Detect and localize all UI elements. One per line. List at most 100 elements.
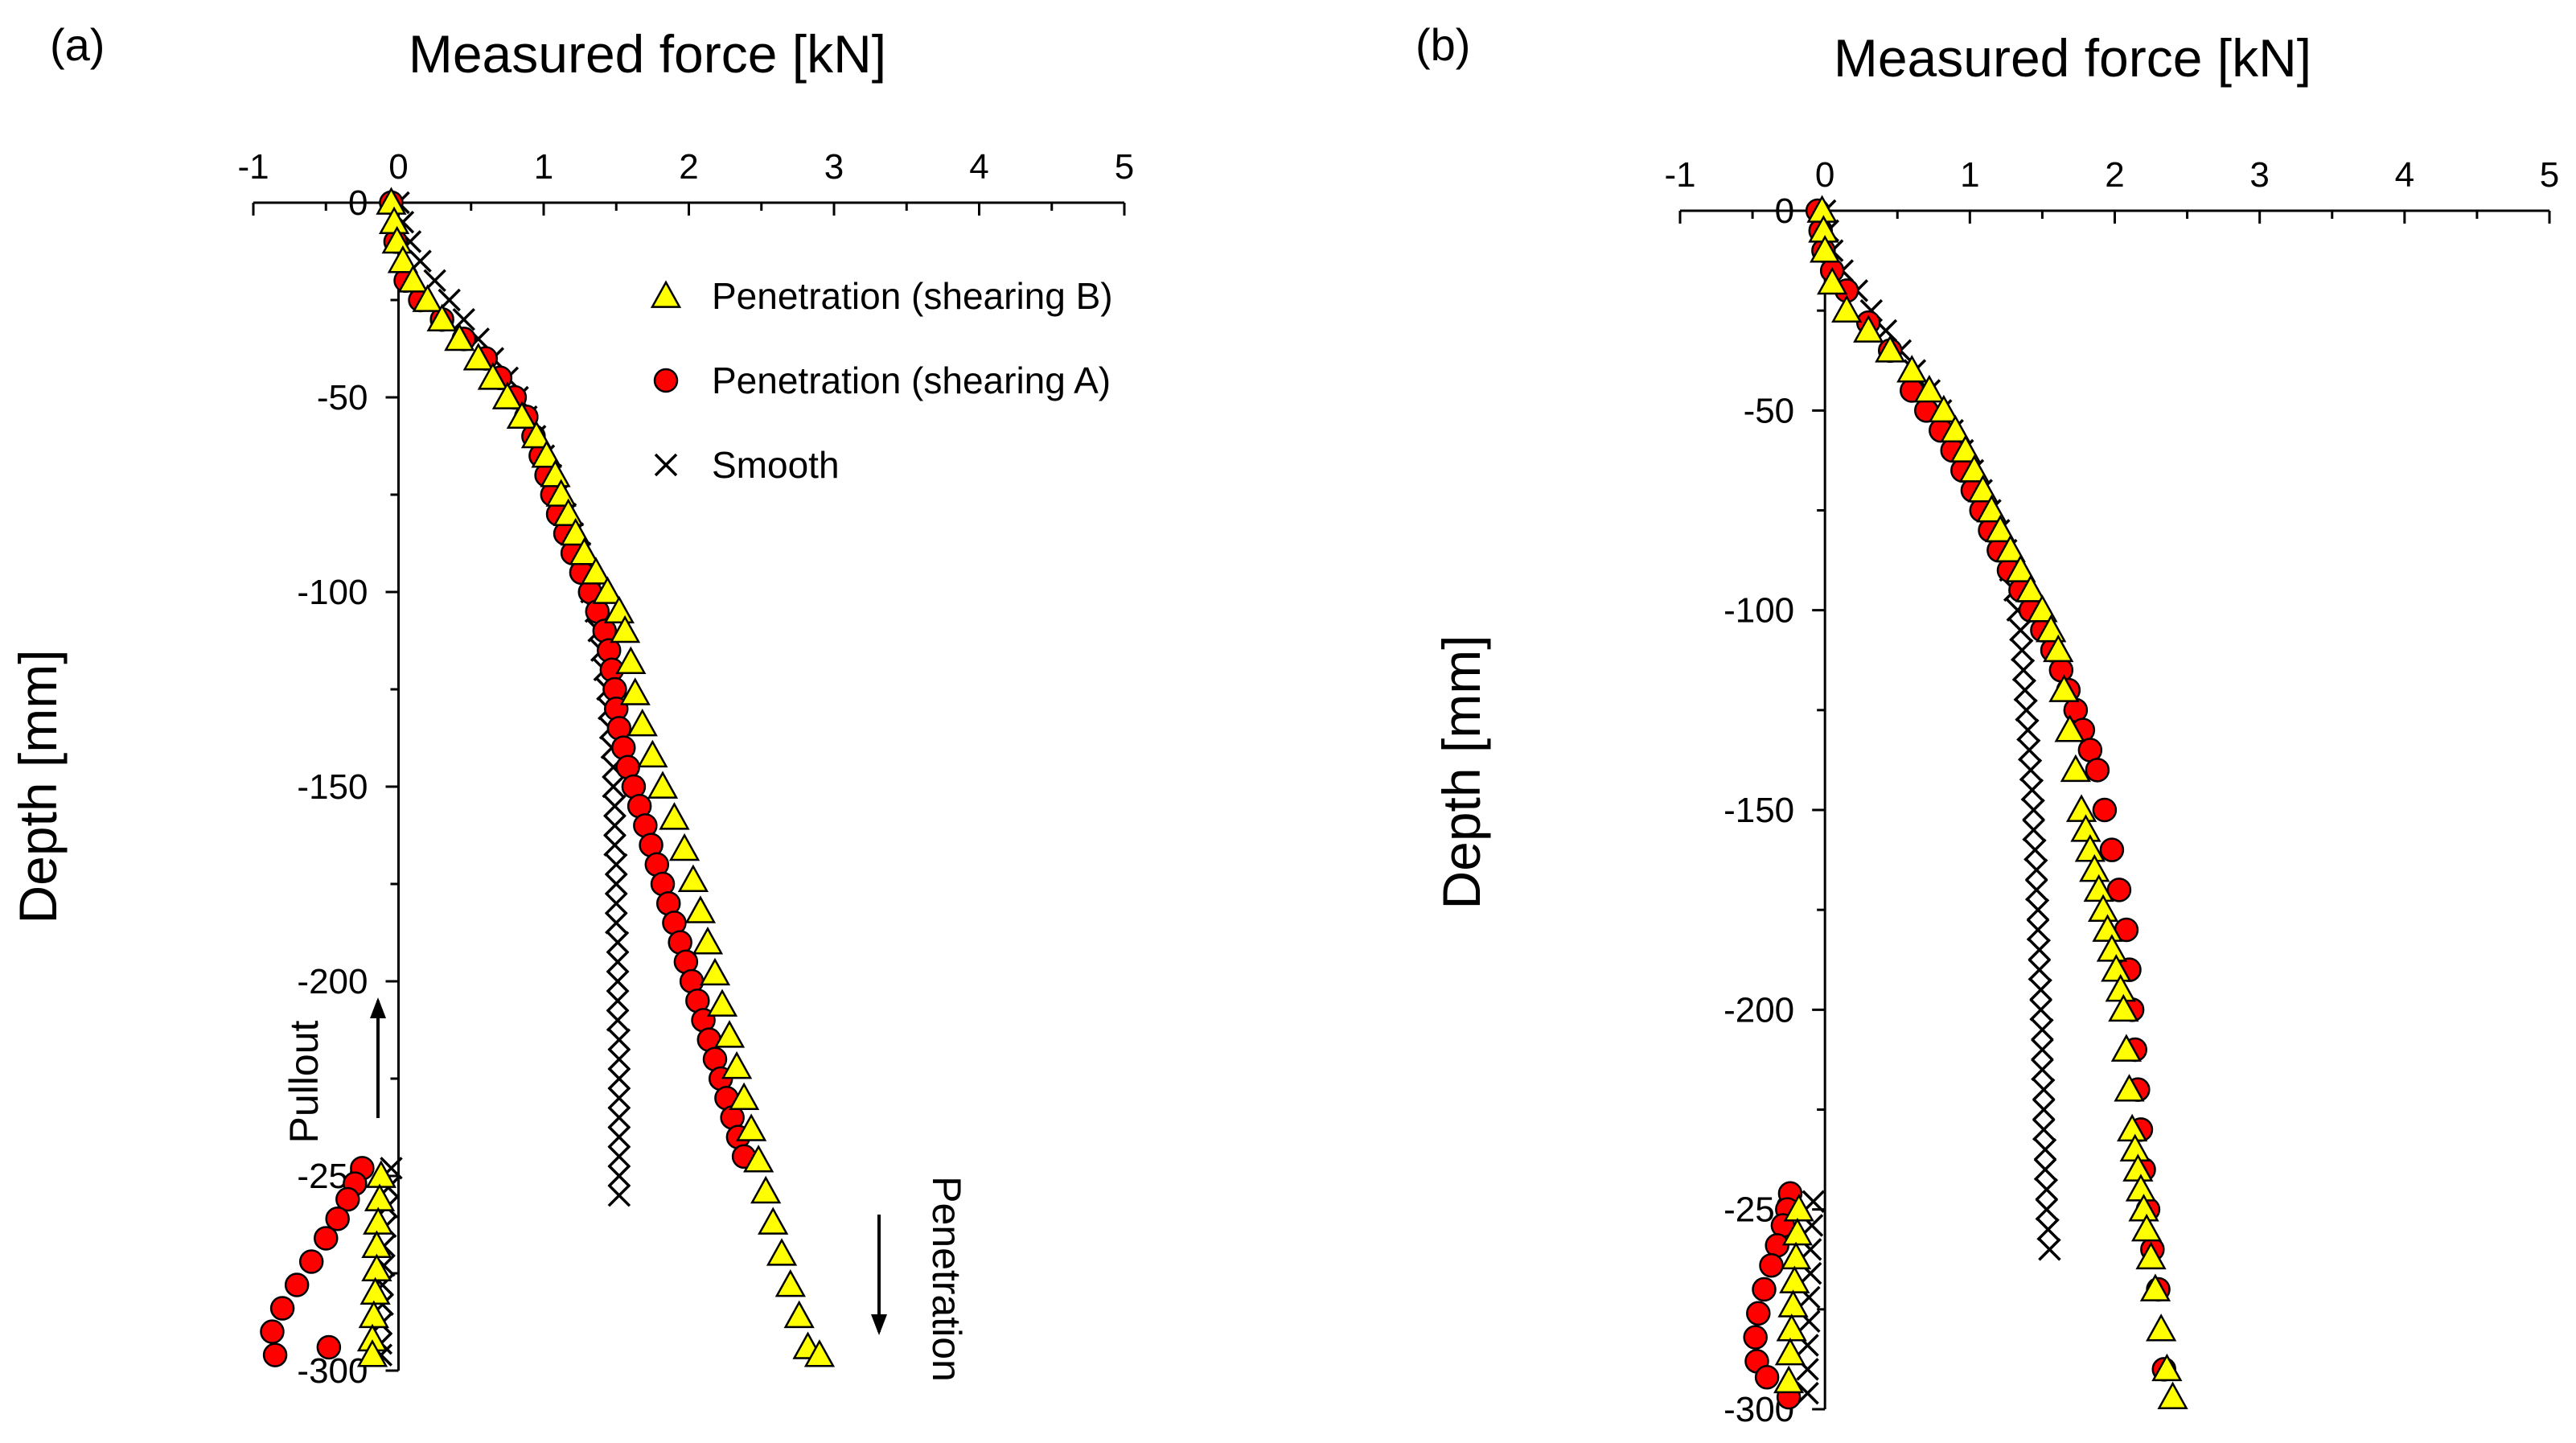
data-point-triangle — [356, 1339, 388, 1367]
x-axis-title: Measured force [kN] — [409, 24, 886, 84]
data-point-triangle — [2110, 1034, 2143, 1062]
data-point-circle — [269, 1296, 295, 1321]
data-point-circle — [262, 1342, 288, 1367]
data-point-circle — [325, 1206, 350, 1231]
data-point-circle — [1754, 1365, 1780, 1390]
data-point-triangle — [1853, 314, 1884, 343]
data-point-triangle — [1995, 534, 2026, 563]
data-point-x — [452, 307, 475, 331]
data-point-x — [607, 1086, 631, 1110]
data-point-x — [2024, 878, 2048, 902]
data-point-circle — [1759, 1252, 1784, 1278]
data-point-triangle — [1817, 266, 1848, 295]
legend-label: Smooth — [712, 444, 840, 486]
data-point-x — [2032, 1098, 2056, 1121]
data-point-triangle — [477, 362, 508, 390]
data-point-x — [2036, 1218, 2060, 1241]
data-point-x — [603, 794, 627, 818]
data-point-triangle — [1810, 235, 1841, 263]
data-point-triangle — [2043, 634, 2074, 663]
x-tick-label: 4 — [969, 147, 988, 187]
y-tick-label: -50 — [1744, 391, 1795, 430]
x-tick-label: 1 — [1960, 155, 1979, 195]
data-point-triangle — [713, 1020, 746, 1048]
data-point-x — [607, 1183, 631, 1207]
data-point-triangle — [783, 1300, 815, 1329]
x-tick-label: 3 — [2249, 155, 2269, 195]
x-axis-title: Measured force [kN] — [1834, 28, 2311, 88]
y-tick-label: -200 — [1723, 990, 1794, 1030]
y-tick-label: -100 — [297, 573, 368, 612]
data-point-circle — [2092, 797, 2118, 823]
data-point-triangle — [609, 615, 641, 643]
data-point-triangle — [363, 1207, 394, 1235]
data-point-triangle — [520, 420, 553, 449]
data-point-triangle — [758, 1207, 789, 1235]
data-point-triangle — [560, 517, 591, 546]
data-point-triangle — [2015, 574, 2047, 602]
data-point-x — [2017, 738, 2041, 762]
data-point-triangle — [615, 646, 647, 674]
data-point-x — [2020, 778, 2044, 802]
data-point-triangle — [803, 1339, 836, 1367]
data-point-triangle — [619, 677, 651, 705]
data-point-triangle — [721, 1050, 753, 1079]
data-point-triangle — [2005, 554, 2036, 582]
data-point-x — [607, 1145, 631, 1169]
data-point-circle — [284, 1272, 310, 1297]
data-point-triangle — [2087, 894, 2119, 923]
data-point-triangle — [2048, 674, 2080, 702]
data-point-x — [2035, 1198, 2059, 1221]
data-point-triangle — [2065, 794, 2097, 822]
data-point-circle — [2085, 758, 2110, 783]
data-point-triangle — [750, 1175, 782, 1204]
series-penetration-shearing-b — [356, 187, 836, 1367]
data-point-x — [2009, 619, 2032, 642]
legend-marker-triangle — [650, 280, 682, 308]
data-point-triangle — [2157, 1381, 2188, 1409]
data-point-x — [2035, 1178, 2059, 1202]
series-penetration-shearing-b — [1773, 195, 2188, 1409]
data-point-x — [2024, 858, 2048, 882]
data-point-triangle — [1940, 414, 1971, 443]
data-point-triangle — [2139, 1273, 2171, 1301]
legend: Penetration (shearing B) Penetration (she… — [650, 275, 1113, 486]
data-point-triangle — [2036, 614, 2067, 643]
data-point-x — [606, 950, 630, 974]
y-axis-title: Depth [mm] — [8, 649, 68, 923]
data-point-triangle — [1831, 294, 1863, 323]
data-point-x — [2032, 1118, 2056, 1141]
data-point-triangle — [659, 802, 690, 830]
data-point-x — [2022, 818, 2045, 842]
data-point-x — [2029, 978, 2052, 1001]
data-point-x — [606, 931, 630, 954]
data-point-triangle — [728, 1082, 760, 1111]
data-point-triangle — [426, 303, 458, 332]
x-tick-label: 2 — [2105, 155, 2124, 195]
data-point-triangle — [381, 225, 413, 254]
data-point-x — [605, 872, 628, 896]
data-point-triangle — [540, 459, 571, 487]
data-point-x — [2031, 1058, 2054, 1082]
data-point-circle — [2106, 878, 2132, 902]
data-point-triangle — [2027, 594, 2058, 623]
data-point-triangle — [2114, 1074, 2145, 1102]
data-point-triangle — [647, 771, 679, 799]
data-point-x — [2015, 698, 2038, 722]
data-point-triangle — [2151, 1353, 2183, 1382]
data-point-triangle — [2083, 874, 2114, 902]
data-point-triangle — [2101, 954, 2132, 982]
x-tick-label: -1 — [237, 147, 269, 187]
data-point-x — [2028, 958, 2052, 981]
data-point-triangle — [444, 323, 475, 352]
data-point-triangle — [1976, 494, 2007, 523]
penetration-arrow-head — [871, 1314, 887, 1335]
data-point-x — [2029, 998, 2052, 1022]
data-point-x — [2010, 639, 2034, 662]
y-tick-label: -150 — [1723, 791, 1794, 830]
data-point-triangle — [506, 401, 538, 430]
data-point-x — [605, 911, 628, 935]
data-point-triangle — [2074, 834, 2106, 862]
data-point-triangle — [677, 864, 709, 893]
